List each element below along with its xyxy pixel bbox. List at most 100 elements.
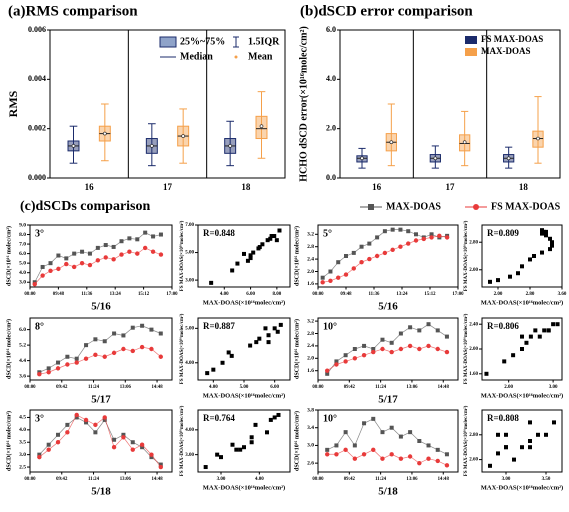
point xyxy=(520,334,524,339)
marker xyxy=(444,334,449,339)
marker xyxy=(37,452,42,457)
marker xyxy=(334,362,339,367)
plot-frame xyxy=(197,409,291,473)
y-tick-label: 2.8 xyxy=(307,331,314,337)
point xyxy=(502,359,507,364)
point xyxy=(528,420,532,425)
y-tick-label: 2.60 xyxy=(469,458,478,463)
marker xyxy=(435,346,440,352)
y-axis-label: FS MAX-DOAS(×10¹⁶molec/cm²) xyxy=(463,313,469,384)
marker xyxy=(102,339,107,344)
point xyxy=(520,445,524,450)
point xyxy=(544,432,548,437)
x-tick-label: 17 xyxy=(163,182,173,192)
marker xyxy=(56,253,61,258)
x-tick-label: 09:48 xyxy=(53,292,65,297)
y-axis-label: RMS xyxy=(6,90,20,117)
marker xyxy=(380,456,385,461)
marker xyxy=(389,349,394,355)
marker xyxy=(93,422,98,428)
mean xyxy=(150,144,154,148)
point xyxy=(550,243,554,248)
marker xyxy=(343,353,348,358)
point xyxy=(203,465,208,470)
marker xyxy=(398,227,403,232)
y-axis-label: FS MAX-DOAS(×10¹⁶molec/cm²) xyxy=(179,313,185,384)
marker xyxy=(74,356,79,361)
y-tick-label: 3.5 xyxy=(19,440,26,446)
marker xyxy=(362,343,367,348)
x-axis-label: MAX-DOAS(×10¹⁶molec/cm²) xyxy=(481,299,563,306)
y-axis-label: FS MAX-DOAS(×10¹⁶molec/cm²) xyxy=(463,220,469,291)
marker xyxy=(435,458,440,464)
plot-frame xyxy=(317,317,459,381)
x-tick-label: 5.00 xyxy=(240,385,249,390)
x-tick-label: 14:48 xyxy=(151,385,163,390)
point xyxy=(266,340,271,345)
marker xyxy=(352,347,357,351)
y-tick-label: 4.4 xyxy=(19,358,26,364)
point xyxy=(265,238,270,243)
marker xyxy=(121,333,126,338)
marker xyxy=(371,447,376,453)
x-tick-label: 3.00 xyxy=(217,477,226,482)
marker xyxy=(371,349,376,355)
marker xyxy=(119,239,124,244)
point xyxy=(209,280,214,285)
x-tick-label: 09:42 xyxy=(56,477,68,482)
point xyxy=(234,447,239,452)
x-tick-label: 11:36 xyxy=(81,292,93,297)
point xyxy=(542,229,546,234)
marker xyxy=(48,261,53,266)
marker xyxy=(359,260,364,265)
y-tick-label: 5.2 xyxy=(19,342,26,348)
marker xyxy=(87,251,92,256)
marker xyxy=(382,229,387,234)
marker xyxy=(435,447,440,452)
marker xyxy=(111,244,116,249)
marker xyxy=(371,416,376,421)
marker xyxy=(79,260,85,266)
x-tick-label: 6.00 xyxy=(270,385,279,390)
y-tick-label: 4.00 xyxy=(185,361,194,366)
point xyxy=(540,250,544,255)
marker xyxy=(426,343,431,349)
marker xyxy=(93,430,98,435)
marker xyxy=(46,366,51,371)
y-tick-label: 6.0 xyxy=(19,327,26,333)
marker xyxy=(143,230,148,235)
point xyxy=(552,420,556,425)
y-axis-label: dSCD(×10¹⁶ molec/cm²) xyxy=(293,411,300,471)
marker xyxy=(40,273,45,278)
legend-swatch xyxy=(368,204,374,210)
x-tick-label: 14:48 xyxy=(151,477,163,482)
y-tick-label: 2.5 xyxy=(19,464,26,470)
marker xyxy=(149,455,154,460)
y-tick-label: 8.0 xyxy=(19,232,26,238)
marker xyxy=(71,264,77,270)
marker xyxy=(65,430,70,435)
marker xyxy=(139,442,145,447)
x-tick-label: 4.00 xyxy=(220,292,229,297)
marker xyxy=(382,250,388,256)
y-tick-label: 3.2 xyxy=(307,232,314,238)
x-tick-label: 2.80 xyxy=(526,292,535,297)
plot-frame xyxy=(339,29,561,179)
marker xyxy=(417,439,422,443)
point xyxy=(520,347,524,351)
marker xyxy=(361,452,367,457)
y-tick-label: 0.000 xyxy=(28,173,46,182)
marker xyxy=(130,440,135,445)
marker xyxy=(103,243,108,248)
point xyxy=(251,250,256,255)
x-tick-label: 13:24 xyxy=(110,292,122,297)
x-tick-label: 4.00 xyxy=(209,385,218,390)
marker xyxy=(421,236,426,242)
legend-label: FS MAX-DOAS xyxy=(481,34,543,44)
plot-frame xyxy=(49,29,286,179)
point xyxy=(229,353,234,358)
y-tick-label: 2.0 xyxy=(307,356,314,362)
point xyxy=(268,417,273,422)
